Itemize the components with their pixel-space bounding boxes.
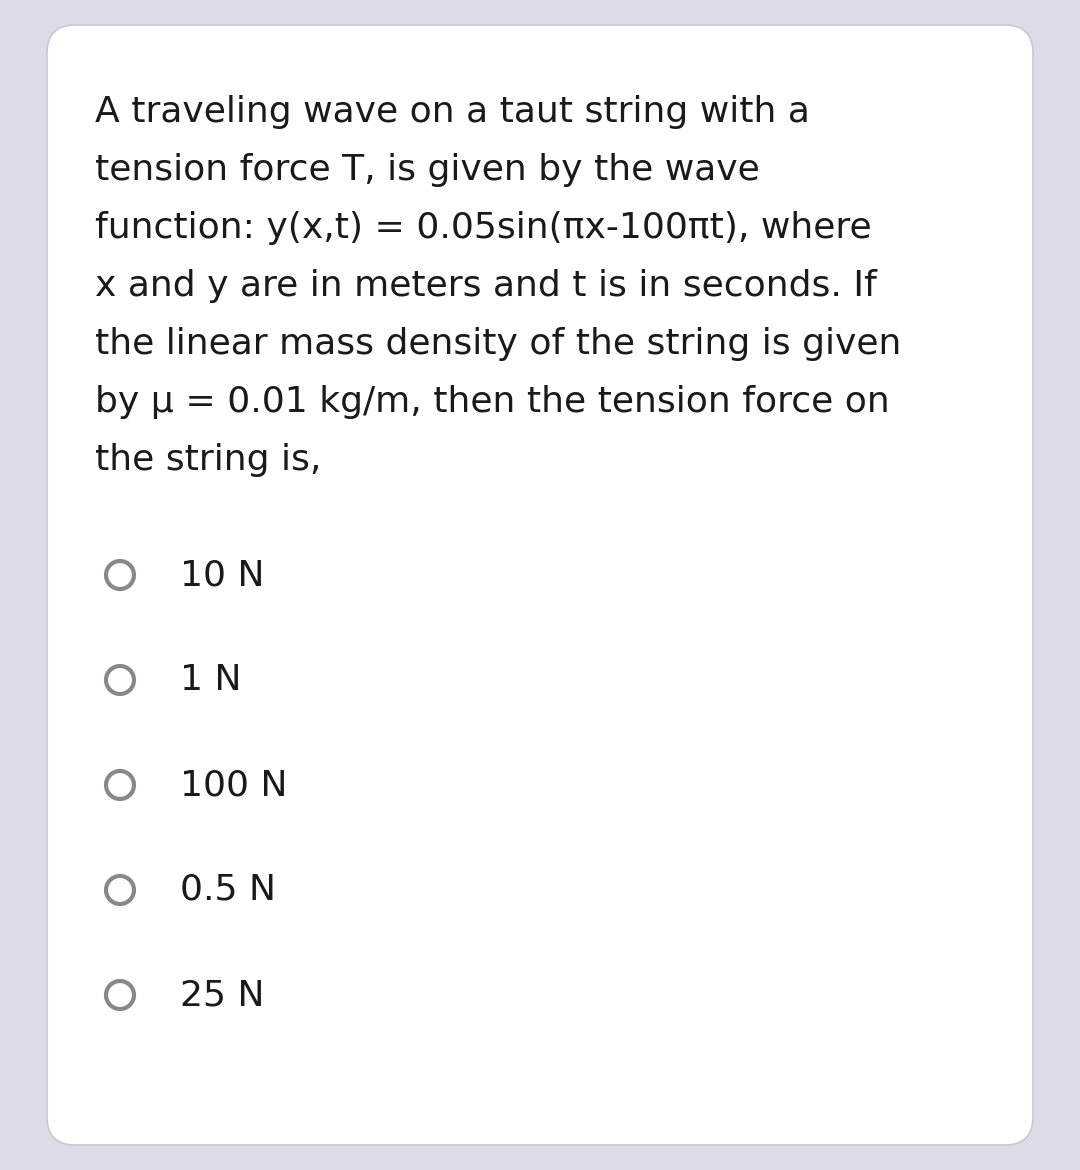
- Text: the string is,: the string is,: [95, 443, 322, 477]
- Circle shape: [106, 666, 134, 694]
- FancyBboxPatch shape: [48, 25, 1032, 1145]
- Text: by μ = 0.01 kg/m, then the tension force on: by μ = 0.01 kg/m, then the tension force…: [95, 385, 890, 419]
- Text: 25 N: 25 N: [180, 978, 265, 1012]
- Text: tension force T, is given by the wave: tension force T, is given by the wave: [95, 153, 759, 187]
- Text: 1 N: 1 N: [180, 663, 242, 697]
- Circle shape: [106, 560, 134, 589]
- Circle shape: [106, 876, 134, 904]
- Text: A traveling wave on a taut string with a: A traveling wave on a taut string with a: [95, 95, 810, 129]
- Text: 10 N: 10 N: [180, 558, 265, 592]
- Text: the linear mass density of the string is given: the linear mass density of the string is…: [95, 326, 902, 362]
- Text: x and y are in meters and t is in seconds. If: x and y are in meters and t is in second…: [95, 269, 877, 303]
- Circle shape: [106, 980, 134, 1009]
- Text: 0.5 N: 0.5 N: [180, 873, 276, 907]
- Text: function: y(x,t) = 0.05sin(πx-100πt), where: function: y(x,t) = 0.05sin(πx-100πt), wh…: [95, 211, 872, 245]
- Text: 100 N: 100 N: [180, 768, 287, 801]
- Circle shape: [106, 771, 134, 799]
